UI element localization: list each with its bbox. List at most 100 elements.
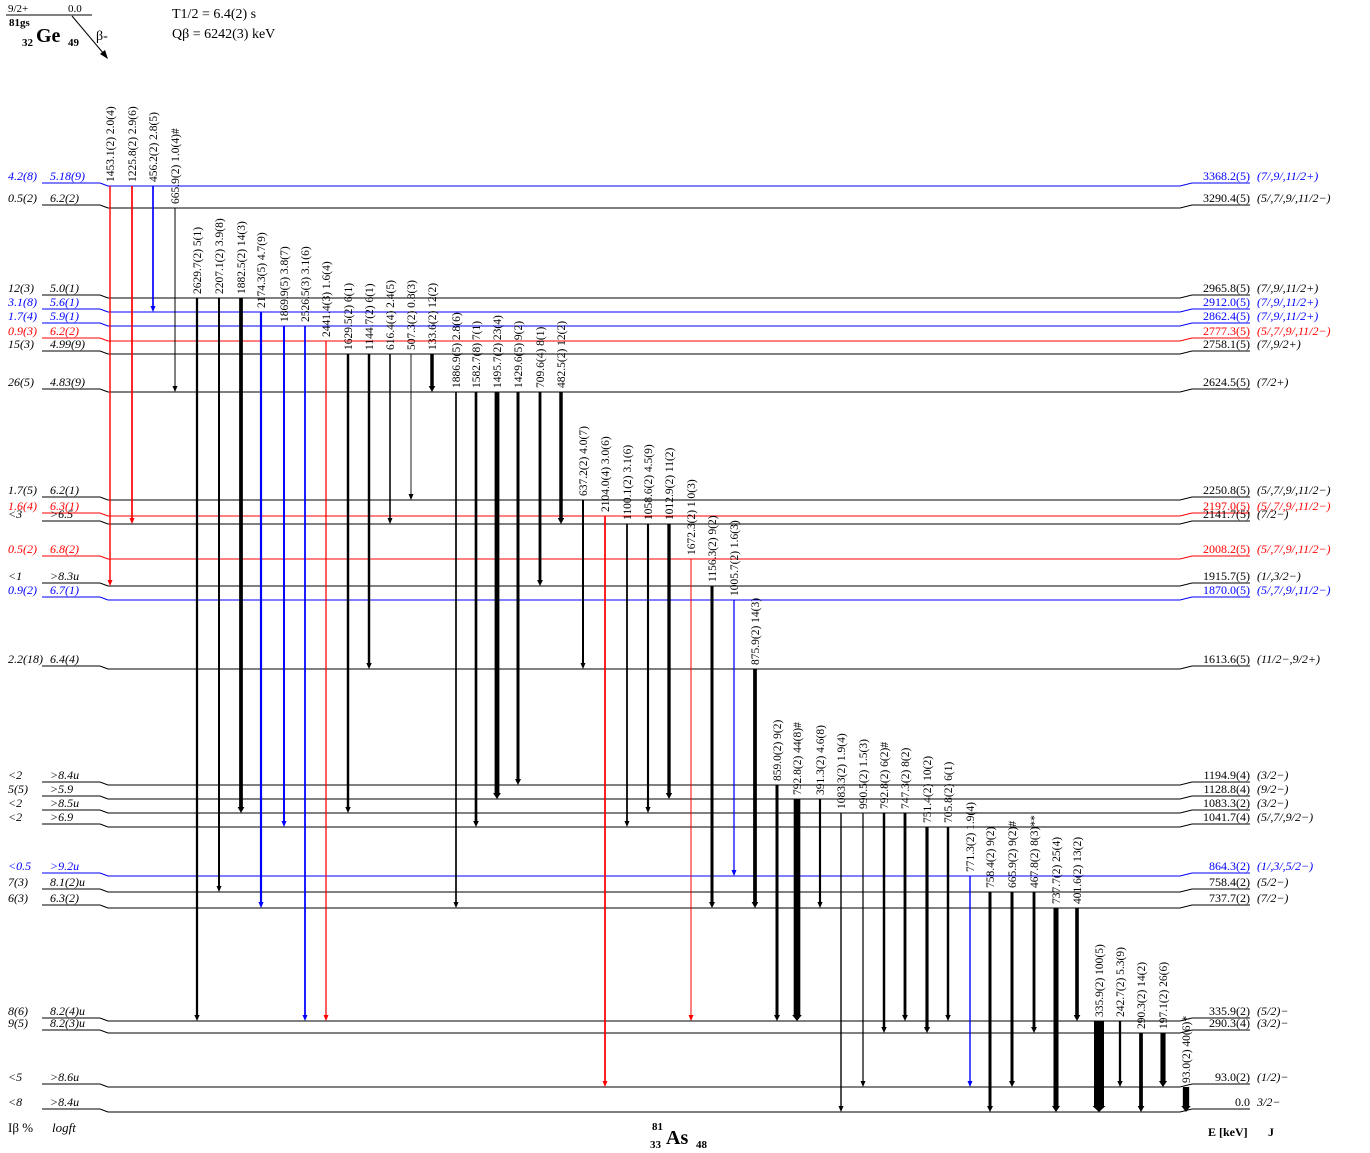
gamma-arrow <box>302 1015 308 1021</box>
gamma-arrow <box>258 902 264 908</box>
level-ib: <8 <box>8 1095 22 1109</box>
level-14: 2.2(18) 6.4(4) 1613.6(5) (11/2−,9/2+) <box>8 652 1320 670</box>
gamma-arrow <box>129 518 135 524</box>
transition-19: 1429.6(5) 9(2) <box>513 321 525 785</box>
level-line-bend-right <box>1179 1029 1193 1034</box>
level-ib: <0.5 <box>8 859 31 873</box>
level-10: <3 >6.5 2141.7(5) (7/2−) <box>8 507 1288 525</box>
level-line-bend-left <box>99 388 109 393</box>
transition-32: 792.8(2) 44(8)# <box>792 722 804 1021</box>
level-logft: 5.9(1) <box>50 309 79 323</box>
gamma-label: 133.6(2) 12(2) <box>427 283 439 350</box>
transition-43: 467.8(2) 8(3)** <box>1029 815 1041 1033</box>
transition-3: 665.9(2) 1.0(4)# <box>170 128 182 392</box>
level-line-bend-left <box>99 520 109 525</box>
transition-48: 290.3(2) 14(2) <box>1136 962 1148 1112</box>
level-13: 0.9(2) 6.7(1) 1870.0(5) (5/,7/,9/,11/2−) <box>8 583 1331 601</box>
level-energy: 3368.2(5) <box>1203 169 1250 183</box>
level-logft: >8.4u <box>50 768 79 782</box>
level-ib: 1.7(4) <box>8 309 37 323</box>
level-ib: 0.9(2) <box>8 583 37 597</box>
transition-27: 1672.3(2) 1.0(3) <box>686 479 698 1021</box>
transition-49: 197.1(2) 26(6) <box>1158 962 1170 1087</box>
level-line-bend-right <box>1179 582 1193 587</box>
gamma-arrow <box>1137 1106 1145 1112</box>
level-logft: >6.9 <box>50 810 73 824</box>
gamma-arrow <box>817 902 823 908</box>
level-ib: <2 <box>8 768 22 782</box>
level-spin: (3/2−) <box>1257 768 1288 782</box>
level-spin: (7/,9/,11/2+) <box>1257 309 1318 323</box>
level-ib: 1.6(4) <box>8 499 37 513</box>
transition-9: 2526.5(3) 3.1(6) <box>300 246 312 1021</box>
level-logft: >6.5 <box>50 507 73 521</box>
level-energy: 2758.1(5) <box>1203 337 1250 351</box>
transition-44: 737.7(2) 25(4) <box>1051 837 1063 1112</box>
gamma-arrow <box>281 821 287 827</box>
level-line-bend-left <box>99 596 109 601</box>
gamma-arrow <box>408 494 414 500</box>
gamma-arrow <box>366 663 372 669</box>
transition-0: 1453.1(2) 2.0(4) <box>105 106 117 586</box>
gamma-label: 391.3(2) 4.6(8) <box>815 725 827 795</box>
transition-11: 1629.5(2) 6(1) <box>343 283 355 813</box>
level-1: 0.5(2) 6.2(2) 3290.4(5) (5/,7/,9/,11/2−) <box>8 191 1331 209</box>
level-logft: >8.3u <box>50 569 79 583</box>
level-logft: 6.3(2) <box>50 891 79 905</box>
level-8: 1.7(5) 6.2(1) 2250.8(5) (5/,7/,9/,11/2−) <box>8 483 1331 501</box>
gamma-label: 990.5(2) 1.5(3) <box>858 739 870 809</box>
level-9: 1.6(4) 6.3(1) 2197.0(5) (5/,7/,9/,11/2−) <box>8 499 1331 517</box>
gamma-label: 456.2(2) 2.8(5) <box>148 112 160 182</box>
level-logft: 6.7(1) <box>50 583 79 597</box>
parent-level-energy: 0.0 <box>68 3 82 15</box>
level-energy: 758.4(2) <box>1209 875 1250 889</box>
transition-35: 990.5(2) 1.5(3) <box>858 739 870 1087</box>
gamma-arrow <box>709 902 715 908</box>
transition-20: 709.6(4) 8(1) <box>535 327 547 586</box>
gamma-arrow <box>323 1015 329 1021</box>
level-line-bend-left <box>99 809 109 814</box>
level-logft: >8.6u <box>50 1070 79 1084</box>
gamma-label: 1058.6(2) 4.5(9) <box>643 444 655 520</box>
level-ib: <2 <box>8 796 22 810</box>
level-7: 26(5) 4.83(9) 2624.5(5) (7/2+) <box>8 375 1288 393</box>
gamma-arrow <box>1052 1106 1060 1112</box>
level-energy: 2008.2(5) <box>1203 542 1250 556</box>
gamma-label: 637.2(2) 4.0(7) <box>578 426 590 496</box>
level-spin: (5/,7/,9/,11/2−) <box>1257 191 1331 205</box>
level-line-bend-right <box>1179 904 1193 909</box>
level-20: 7(3) 8.1(2)u 758.4(2) (5/2−) <box>8 875 1288 893</box>
gamma-label: 1100.1(2) 3.1(6) <box>622 445 634 520</box>
level-logft: 6.2(1) <box>50 483 79 497</box>
level-logft: 6.3(1) <box>50 499 79 513</box>
level-energy: 2777.3(5) <box>1203 324 1250 338</box>
gamma-arrow <box>688 1015 694 1021</box>
level-energy: 864.3(2) <box>1209 859 1250 873</box>
level-22: 8(6) 8.2(4)u 335.9(2) (5/2)− <box>8 1004 1288 1022</box>
level-logft: 6.2(2) <box>50 324 79 338</box>
gamma-arrow <box>881 1027 887 1033</box>
gamma-label: 2441.4(3) 1.6(4) <box>321 261 333 337</box>
gamma-label: 290.3(2) 14(2) <box>1136 962 1148 1029</box>
level-line-bend-right <box>1179 795 1193 800</box>
gamma-label: 242.7(2) 5.3(9) <box>1115 947 1127 1017</box>
level-line-bend-right <box>1179 596 1193 601</box>
level-spin: (5/,7/,9/,11/2−) <box>1257 583 1331 597</box>
transitions-layer: 1453.1(2) 2.0(4) 1225.8(2) 2.9(6) 456.2(2)… <box>105 106 1193 1112</box>
levels-layer: 4.2(8) 5.18(9) 3368.2(5) (7/,9/,11/2+) 0.5(2… <box>7 169 1331 1113</box>
level-line-bend-right <box>1179 888 1193 893</box>
gamma-label: 482.5(2) 12(2) <box>556 321 568 388</box>
level-energy: 2624.5(5) <box>1203 375 1250 389</box>
gamma-arrow <box>216 886 222 892</box>
level-line-bend-left <box>99 1108 109 1113</box>
level-logft: 4.99(9) <box>50 337 85 351</box>
level-ib: 3.1(8) <box>7 295 37 309</box>
level-18: <2 >6.9 1041.7(4) (5/,7/,9/2−) <box>8 810 1313 828</box>
decay-mode: β- <box>96 29 108 44</box>
gamma-label: 2629.7(2) 5(1) <box>192 227 204 294</box>
level-line-bend-right <box>1179 512 1193 517</box>
transition-5: 2207.1(2) 3.9(8) <box>214 218 226 892</box>
level-ib: 0.5(2) <box>8 191 37 205</box>
transition-26: 1012.9(2) 11(2) <box>664 447 676 799</box>
level-line-bend-left <box>99 308 109 313</box>
